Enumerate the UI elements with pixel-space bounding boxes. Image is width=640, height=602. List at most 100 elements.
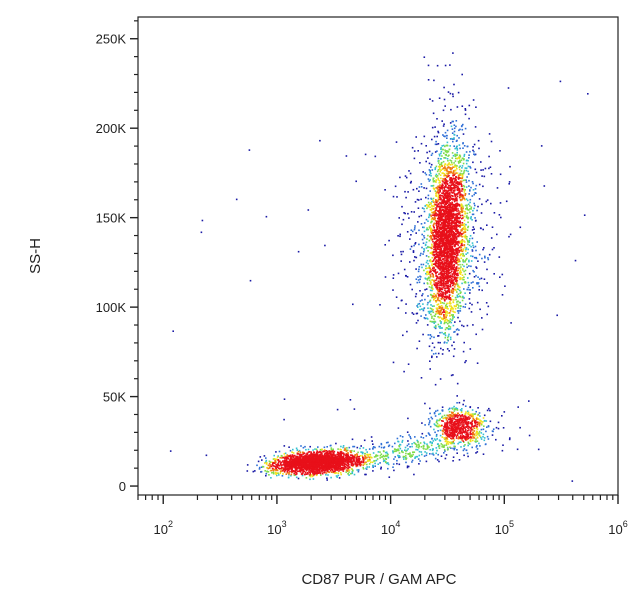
event-dot (418, 450, 421, 453)
event-dot (411, 230, 414, 233)
event-dot (441, 415, 444, 418)
event-dot (387, 467, 389, 470)
event-dot (345, 453, 348, 456)
event-dot (445, 281, 447, 283)
event-dot (394, 185, 397, 188)
event-dot (438, 192, 440, 194)
event-dot (508, 438, 511, 441)
event-dot (488, 167, 490, 170)
event-dot (436, 245, 438, 248)
event-dot (344, 454, 347, 457)
event-dot (439, 266, 442, 269)
event-dot (446, 318, 448, 321)
event-dot (485, 420, 488, 422)
event-dot (463, 278, 465, 281)
event-dot (450, 226, 452, 228)
event-dot (431, 263, 433, 265)
event-dot (268, 474, 270, 476)
event-dot (440, 199, 443, 201)
event-dot (455, 228, 457, 230)
event-dot (337, 472, 340, 474)
event-dot (437, 169, 440, 171)
event-dot (441, 194, 443, 197)
event-dot (444, 167, 446, 170)
event-dot (436, 409, 439, 412)
event-dot (346, 449, 349, 452)
event-dot (475, 171, 478, 174)
event-dot (434, 190, 437, 192)
event-dot (435, 301, 437, 303)
event-dot (172, 330, 174, 332)
event-dot (446, 431, 449, 434)
event-dot (445, 311, 447, 314)
event-dot (432, 269, 435, 271)
event-dot (317, 446, 319, 448)
event-dot (427, 228, 429, 231)
event-dot (444, 194, 446, 196)
event-dot (428, 169, 431, 171)
event-dot (448, 422, 450, 424)
event-dot (428, 174, 431, 176)
event-dot (454, 221, 456, 224)
event-dot (445, 296, 448, 299)
event-dot (441, 217, 443, 220)
event-dot (461, 420, 463, 423)
event-dot (440, 148, 442, 150)
event-dot (407, 212, 409, 215)
event-dot (410, 229, 413, 231)
event-dot (359, 462, 362, 465)
event-dot (346, 460, 348, 463)
event-dot (459, 307, 462, 310)
event-dot (432, 275, 434, 278)
event-dot (406, 431, 409, 433)
event-dot (416, 187, 418, 190)
event-dot (471, 303, 473, 306)
event-dot (406, 444, 409, 447)
event-dot (434, 220, 437, 222)
event-dot (307, 473, 309, 475)
event-dot (397, 235, 399, 237)
event-dot (433, 346, 436, 349)
event-dot (443, 264, 445, 266)
event-dot (469, 414, 471, 417)
event-dot (273, 465, 276, 468)
event-dot (433, 227, 435, 229)
event-dot (442, 184, 444, 187)
event-dot (472, 437, 475, 439)
event-dot (415, 268, 417, 270)
event-dot (449, 276, 451, 279)
event-dot (451, 415, 453, 417)
event-dot (431, 294, 433, 297)
event-dot (461, 436, 464, 439)
event-dot (509, 165, 511, 168)
event-dot (455, 222, 457, 224)
event-dot (448, 194, 450, 197)
event-dot (449, 431, 451, 434)
event-dot (298, 449, 301, 452)
event-dot (456, 252, 458, 254)
event-dot (450, 267, 452, 269)
event-dot (440, 308, 443, 310)
event-dot (457, 312, 460, 314)
event-dot (462, 260, 464, 262)
event-dot (438, 316, 441, 319)
event-dot (475, 452, 477, 454)
event-dot (438, 230, 441, 232)
event-dot (464, 231, 467, 233)
event-dot (471, 428, 473, 431)
event-dot (458, 258, 460, 261)
event-dot (445, 193, 447, 196)
event-dot (440, 187, 443, 189)
event-dot (313, 473, 316, 476)
event-dot (320, 474, 322, 476)
event-dot (426, 443, 428, 445)
event-dot (435, 179, 437, 181)
event-dot (504, 285, 506, 287)
event-dot (460, 257, 463, 260)
event-dot (452, 281, 454, 284)
event-dot (459, 415, 462, 418)
event-dot (468, 307, 471, 310)
event-dot (486, 268, 488, 271)
event-dot (450, 161, 453, 164)
event-dot (438, 261, 440, 264)
